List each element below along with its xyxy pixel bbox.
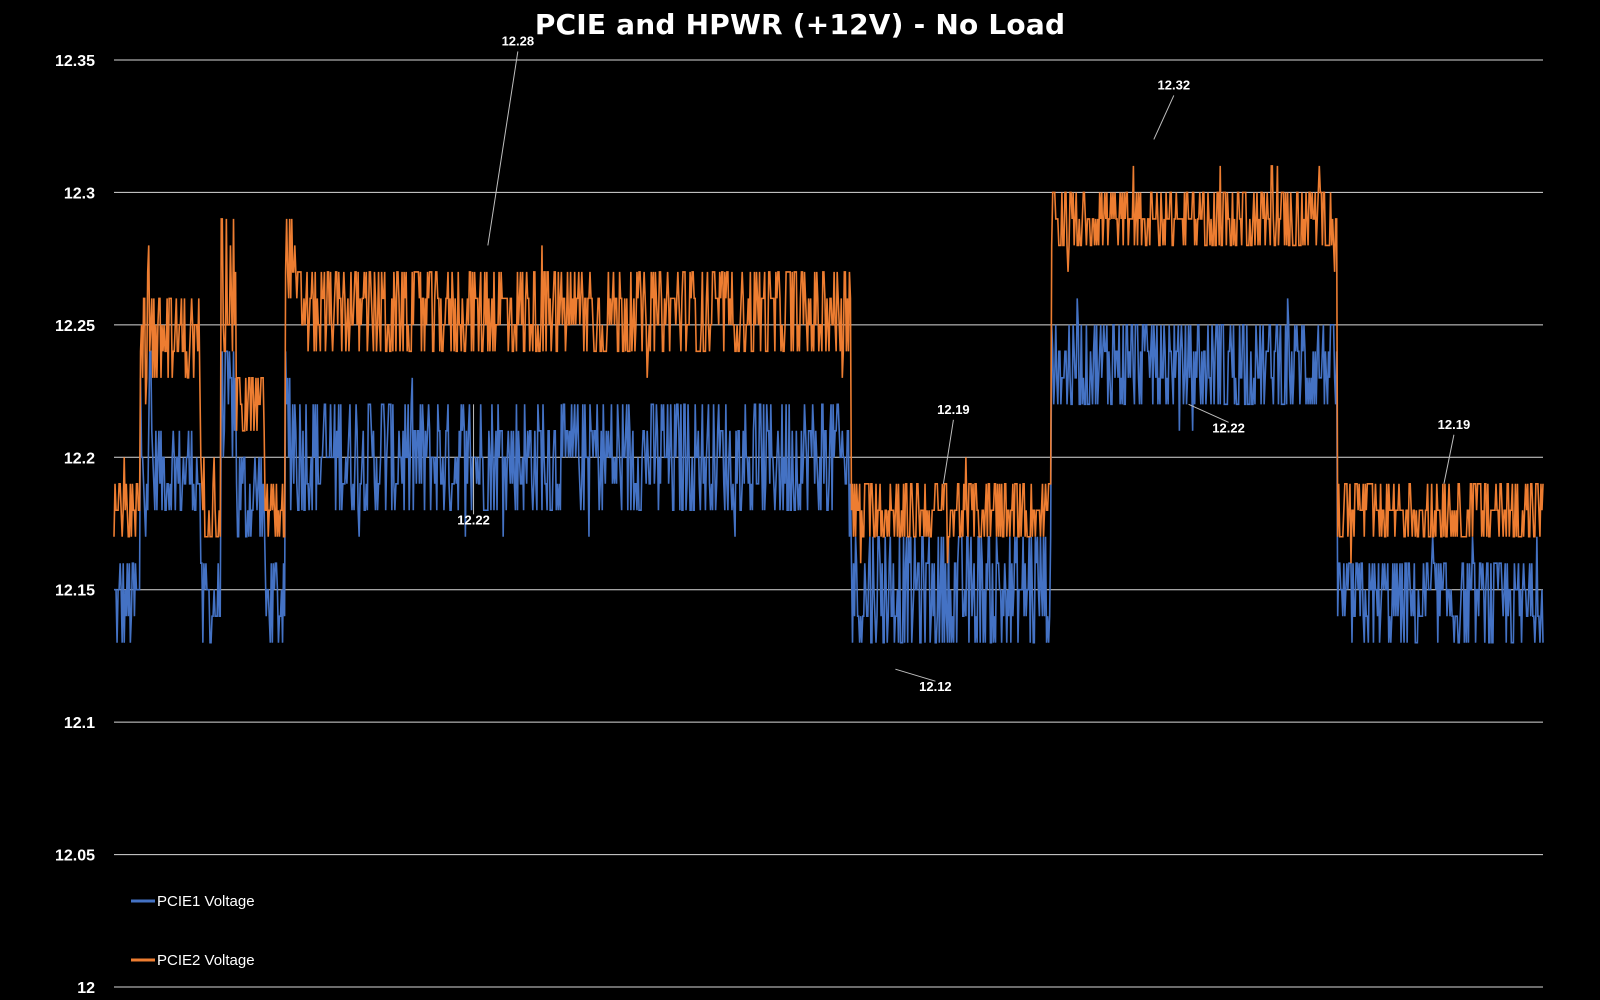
y-tick-label: 12.1 [64,715,95,732]
legend-label: PCIE2 Voltage [157,952,255,969]
y-tick-label: 12.25 [55,318,95,335]
y-tick-label: 12.2 [64,450,95,467]
y-axis-ticks: 12 12.05 12.1 12.15 12.2 12.25 12.3 12.35 [55,53,95,997]
data-label-leader [1443,434,1455,484]
data-label-leader [487,51,519,246]
chart-title: PCIE and HPWR (+12V) - No Load [534,8,1066,41]
y-tick-label: 12.05 [55,848,95,865]
data-label: 12.32 [1158,77,1191,92]
data-label-leader [1153,95,1175,140]
legend: PCIE1 Voltage PCIE2 Voltage [131,893,255,969]
legend-item-1: PCIE1 Voltage [131,893,255,910]
series-line-1 [114,298,1544,644]
data-label: 12.22 [1212,420,1245,435]
data-label: 12.28 [502,33,535,48]
data-labels: 12.22 12.12 12.22 12.28 12.19 12.32 12.19 [457,33,1470,694]
data-label: 12.22 [457,512,490,527]
y-tick-label: 12.3 [64,185,95,202]
data-label-leader [1188,403,1229,423]
data-label: 12.19 [1438,417,1471,432]
gridlines [114,59,1543,988]
y-tick-label: 12 [77,980,95,997]
data-label-leader [895,668,936,682]
data-label: 12.19 [937,402,970,417]
y-tick-label: 12.35 [55,53,95,70]
series-line-2 [113,165,1544,564]
data-label-leader [942,419,954,484]
data-label: 12.12 [919,679,952,694]
legend-item-2: PCIE2 Voltage [131,952,255,969]
series-layer [113,165,1544,644]
y-tick-label: 12.15 [55,583,95,600]
legend-label: PCIE1 Voltage [157,893,255,910]
